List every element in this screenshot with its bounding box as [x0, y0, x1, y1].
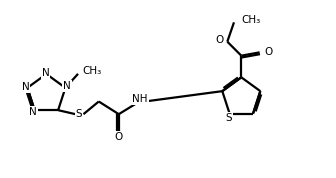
Text: S: S — [76, 109, 82, 119]
Text: N: N — [63, 81, 71, 91]
Text: S: S — [225, 113, 232, 123]
Text: CH₃: CH₃ — [82, 67, 101, 77]
Text: NH: NH — [132, 94, 148, 104]
Text: CH₃: CH₃ — [241, 15, 260, 25]
Text: N: N — [42, 68, 50, 78]
Text: N: N — [22, 82, 30, 92]
Text: O: O — [215, 35, 223, 45]
Text: N: N — [29, 107, 37, 117]
Text: O: O — [264, 47, 272, 57]
Text: O: O — [115, 132, 123, 142]
